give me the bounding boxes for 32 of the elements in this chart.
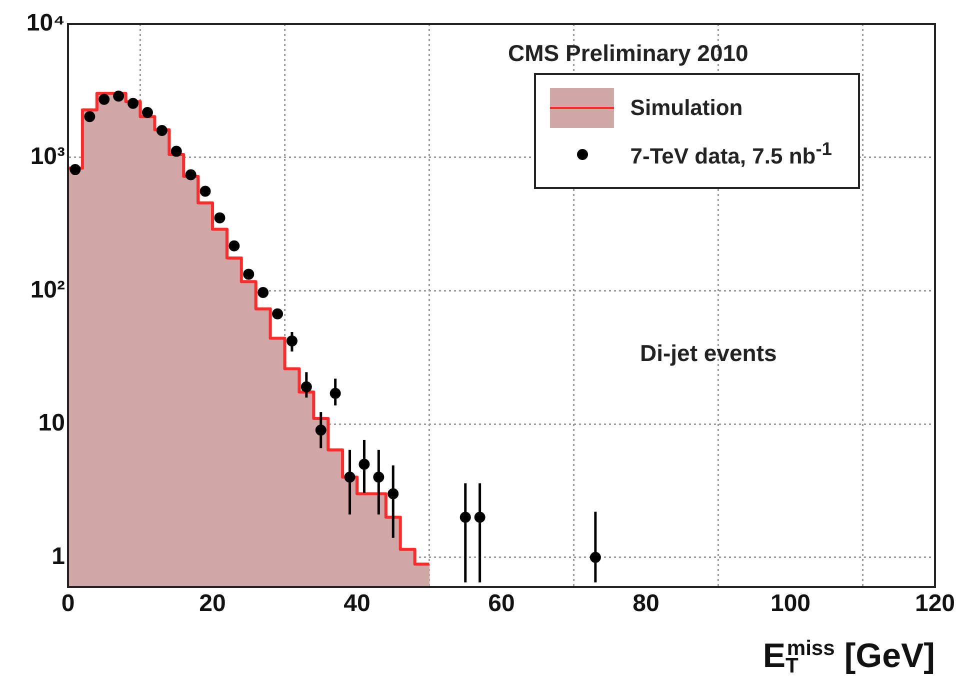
x-tick-label: 100 <box>770 590 811 618</box>
annotation: CMS Preliminary 2010 <box>508 40 748 67</box>
x-tick-label: 40 <box>344 590 370 618</box>
point <box>84 111 96 122</box>
point <box>214 212 226 224</box>
x-tick-label: 0 <box>61 590 75 618</box>
x-tick-label: 20 <box>199 590 226 618</box>
y-tick-label: 10² <box>30 276 66 304</box>
y-tick-label: 10⁴ <box>26 10 65 37</box>
x-axis-title: E$_{T}$$^{miss}$ [GeV] <box>762 636 935 678</box>
point <box>70 164 81 176</box>
point <box>128 98 139 109</box>
point <box>98 94 110 105</box>
point <box>243 268 254 280</box>
point <box>228 240 240 252</box>
point <box>258 286 269 298</box>
x-tick-label: 60 <box>488 590 515 618</box>
x-tick-label: 120 <box>914 590 956 618</box>
point <box>113 90 124 102</box>
point <box>272 308 284 320</box>
point <box>200 186 211 197</box>
point <box>142 106 153 118</box>
legend-label: 7-TeV data, 7.5 nb$^{-1}$ <box>630 138 832 170</box>
annotation: Di-jet events <box>640 340 777 367</box>
y-tick-label: 10 <box>38 410 65 437</box>
y-tick-label: 10³ <box>30 142 66 170</box>
x-tick-label: 80 <box>632 590 660 618</box>
point <box>156 124 168 136</box>
point <box>170 146 182 157</box>
y-tick-label: 1 <box>52 543 65 570</box>
legend-label: Simulation <box>630 95 743 121</box>
point <box>185 169 196 180</box>
